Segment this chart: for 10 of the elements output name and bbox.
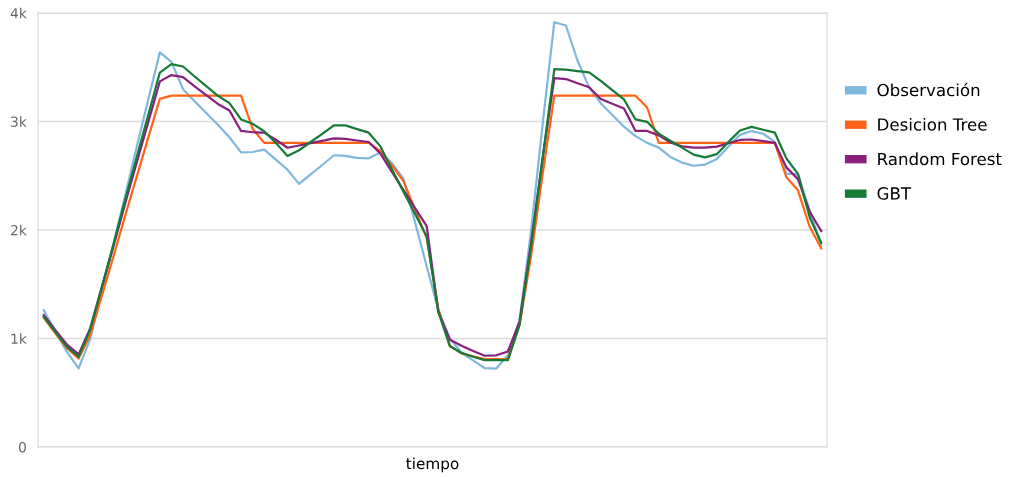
y-tick-label: 3k xyxy=(11,116,27,127)
legend-label: Desicion Tree xyxy=(878,117,987,131)
y-tick-label: 0 xyxy=(18,441,26,453)
legend-label: Random Forest xyxy=(878,152,1002,166)
legend-label: GBT xyxy=(877,187,912,200)
y-tick-label: 1k xyxy=(11,333,27,344)
legend-label: Observación xyxy=(877,82,980,97)
y-tick-label: 4k xyxy=(10,7,27,19)
y-tick-label: 2k xyxy=(11,224,27,236)
x-axis-title: tiempo xyxy=(406,457,459,473)
